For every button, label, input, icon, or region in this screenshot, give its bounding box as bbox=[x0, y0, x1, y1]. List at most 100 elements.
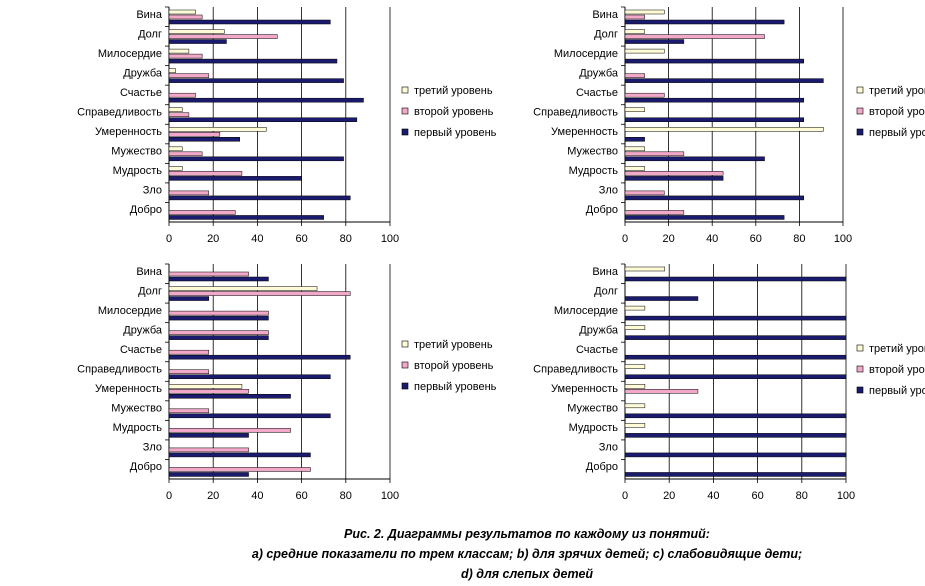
bar-third-level bbox=[168, 107, 183, 112]
category-label: Милосердие bbox=[554, 48, 618, 60]
x-tick-label: 80 bbox=[793, 233, 805, 245]
bar-first-level bbox=[168, 354, 351, 360]
x-tick-label: 60 bbox=[295, 233, 307, 245]
x-tick-label: 0 bbox=[622, 233, 628, 245]
category-label: Умеренность bbox=[551, 383, 618, 395]
bar-first-level bbox=[168, 97, 364, 103]
bar-second-level bbox=[168, 330, 269, 335]
legend-label: первый уровень bbox=[414, 127, 497, 139]
bar-second-level bbox=[624, 34, 765, 39]
bar-first-level bbox=[624, 137, 645, 142]
legend-label: первый уровень bbox=[869, 127, 925, 139]
bar-second-level bbox=[168, 132, 221, 137]
chart-2: 0 20 40 60 80 100 Добро Зло Мудрость Мужество Умер… bbox=[533, 6, 925, 245]
bar-first-level bbox=[624, 452, 847, 458]
bar-third-level bbox=[624, 364, 646, 369]
bar-first-level bbox=[624, 117, 805, 122]
x-tick-label: 60 bbox=[750, 233, 762, 245]
bar-second-level bbox=[168, 291, 351, 296]
caption-line-1: Рис. 2. Диаграммы результатов по каждому… bbox=[344, 527, 710, 541]
category-label: Дружба bbox=[123, 324, 163, 336]
bar-second-level bbox=[624, 171, 724, 176]
bar-second-level bbox=[168, 369, 210, 374]
legend-label: второй уровень bbox=[869, 364, 925, 376]
x-tick-label: 100 bbox=[381, 490, 399, 502]
category-label: Зло bbox=[599, 442, 618, 454]
category-label: Мужество bbox=[111, 146, 162, 158]
x-tick-label: 100 bbox=[837, 490, 855, 502]
category-label: Вина bbox=[592, 9, 619, 21]
category-label: Мужество bbox=[567, 403, 618, 415]
bar-second-level bbox=[624, 14, 645, 20]
bar-first-level bbox=[168, 374, 331, 379]
bar-first-level bbox=[168, 433, 249, 438]
caption-line-3: d) для слепых детей bbox=[461, 567, 593, 581]
bar-third-level bbox=[624, 29, 645, 34]
bar-first-level bbox=[168, 19, 331, 25]
x-tick-label: 40 bbox=[706, 233, 718, 245]
category-label: Счастье bbox=[120, 344, 162, 356]
category-label: Добро bbox=[586, 204, 618, 216]
bar-first-level bbox=[168, 117, 358, 122]
category-label: Долг bbox=[594, 28, 618, 40]
bar-second-level bbox=[168, 447, 249, 453]
category-label: Милосердие bbox=[98, 305, 162, 317]
bar-first-level bbox=[168, 315, 269, 321]
bar-third-level bbox=[168, 48, 190, 54]
bar-second-level bbox=[168, 428, 291, 433]
bar-second-level bbox=[168, 271, 249, 277]
bar-first-level bbox=[168, 215, 324, 220]
chart-4: 0 20 40 60 80 100 Добро Зло Мудрость Мужество Умер… bbox=[533, 263, 925, 502]
chart-1: 0 20 40 60 80 100 Добро Зло Мудрость Мужество Умер… bbox=[77, 6, 497, 245]
category-label: Мудрость bbox=[569, 165, 619, 177]
x-tick-label: 0 bbox=[166, 233, 172, 245]
bar-first-level bbox=[168, 176, 302, 181]
legend-swatch bbox=[401, 86, 409, 94]
bar-first-level bbox=[624, 176, 724, 181]
bar-first-level bbox=[624, 195, 805, 201]
bar-second-level bbox=[168, 210, 236, 215]
bar-second-level bbox=[168, 73, 210, 78]
legend-swatch bbox=[401, 128, 409, 136]
legend-label: первый уровень bbox=[414, 381, 497, 393]
category-label: Умеренность bbox=[551, 126, 618, 138]
category-label: Добро bbox=[130, 204, 162, 216]
legend-swatch bbox=[856, 128, 864, 136]
bar-second-level bbox=[624, 73, 645, 78]
bar-third-level bbox=[624, 166, 645, 171]
category-label: Мужество bbox=[111, 403, 162, 415]
category-label: Счастье bbox=[576, 87, 618, 99]
x-tick-label: 100 bbox=[381, 233, 399, 245]
chart-3: 0 20 40 60 80 100 Добро Зло Мудрость Мужество Умер… bbox=[77, 263, 497, 502]
bar-second-level bbox=[624, 190, 665, 196]
x-tick-label: 60 bbox=[295, 490, 307, 502]
category-label: Дружба bbox=[579, 67, 619, 79]
category-label: Мудрость bbox=[113, 422, 163, 434]
bar-first-level bbox=[168, 394, 291, 399]
x-tick-label: 40 bbox=[707, 490, 719, 502]
bar-third-level bbox=[624, 384, 646, 389]
bar-third-level bbox=[168, 29, 225, 34]
category-label: Умеренность bbox=[95, 383, 162, 395]
bar-second-level bbox=[168, 389, 249, 394]
legend-label: третий уровень bbox=[869, 85, 925, 97]
bar-second-level bbox=[624, 151, 685, 157]
bar-first-level bbox=[624, 296, 699, 301]
bar-first-level bbox=[168, 276, 269, 282]
category-label: Мудрость bbox=[569, 422, 619, 434]
bar-first-level bbox=[168, 472, 249, 477]
caption-line-2: а) средние показатели по трем классам; b… bbox=[252, 547, 802, 561]
bar-second-level bbox=[168, 171, 243, 176]
legend-swatch bbox=[856, 386, 864, 394]
legend-label: второй уровень bbox=[414, 360, 494, 372]
legend-swatch bbox=[401, 361, 409, 369]
bar-first-level bbox=[624, 472, 847, 477]
x-tick-label: 100 bbox=[834, 233, 852, 245]
category-label: Справедливость bbox=[533, 364, 618, 376]
legend-label: первый уровень bbox=[869, 385, 925, 397]
bar-third-level bbox=[624, 423, 646, 428]
bar-second-level bbox=[168, 349, 210, 355]
bar-second-level bbox=[168, 14, 203, 20]
legend-label: третий уровень bbox=[869, 343, 925, 355]
